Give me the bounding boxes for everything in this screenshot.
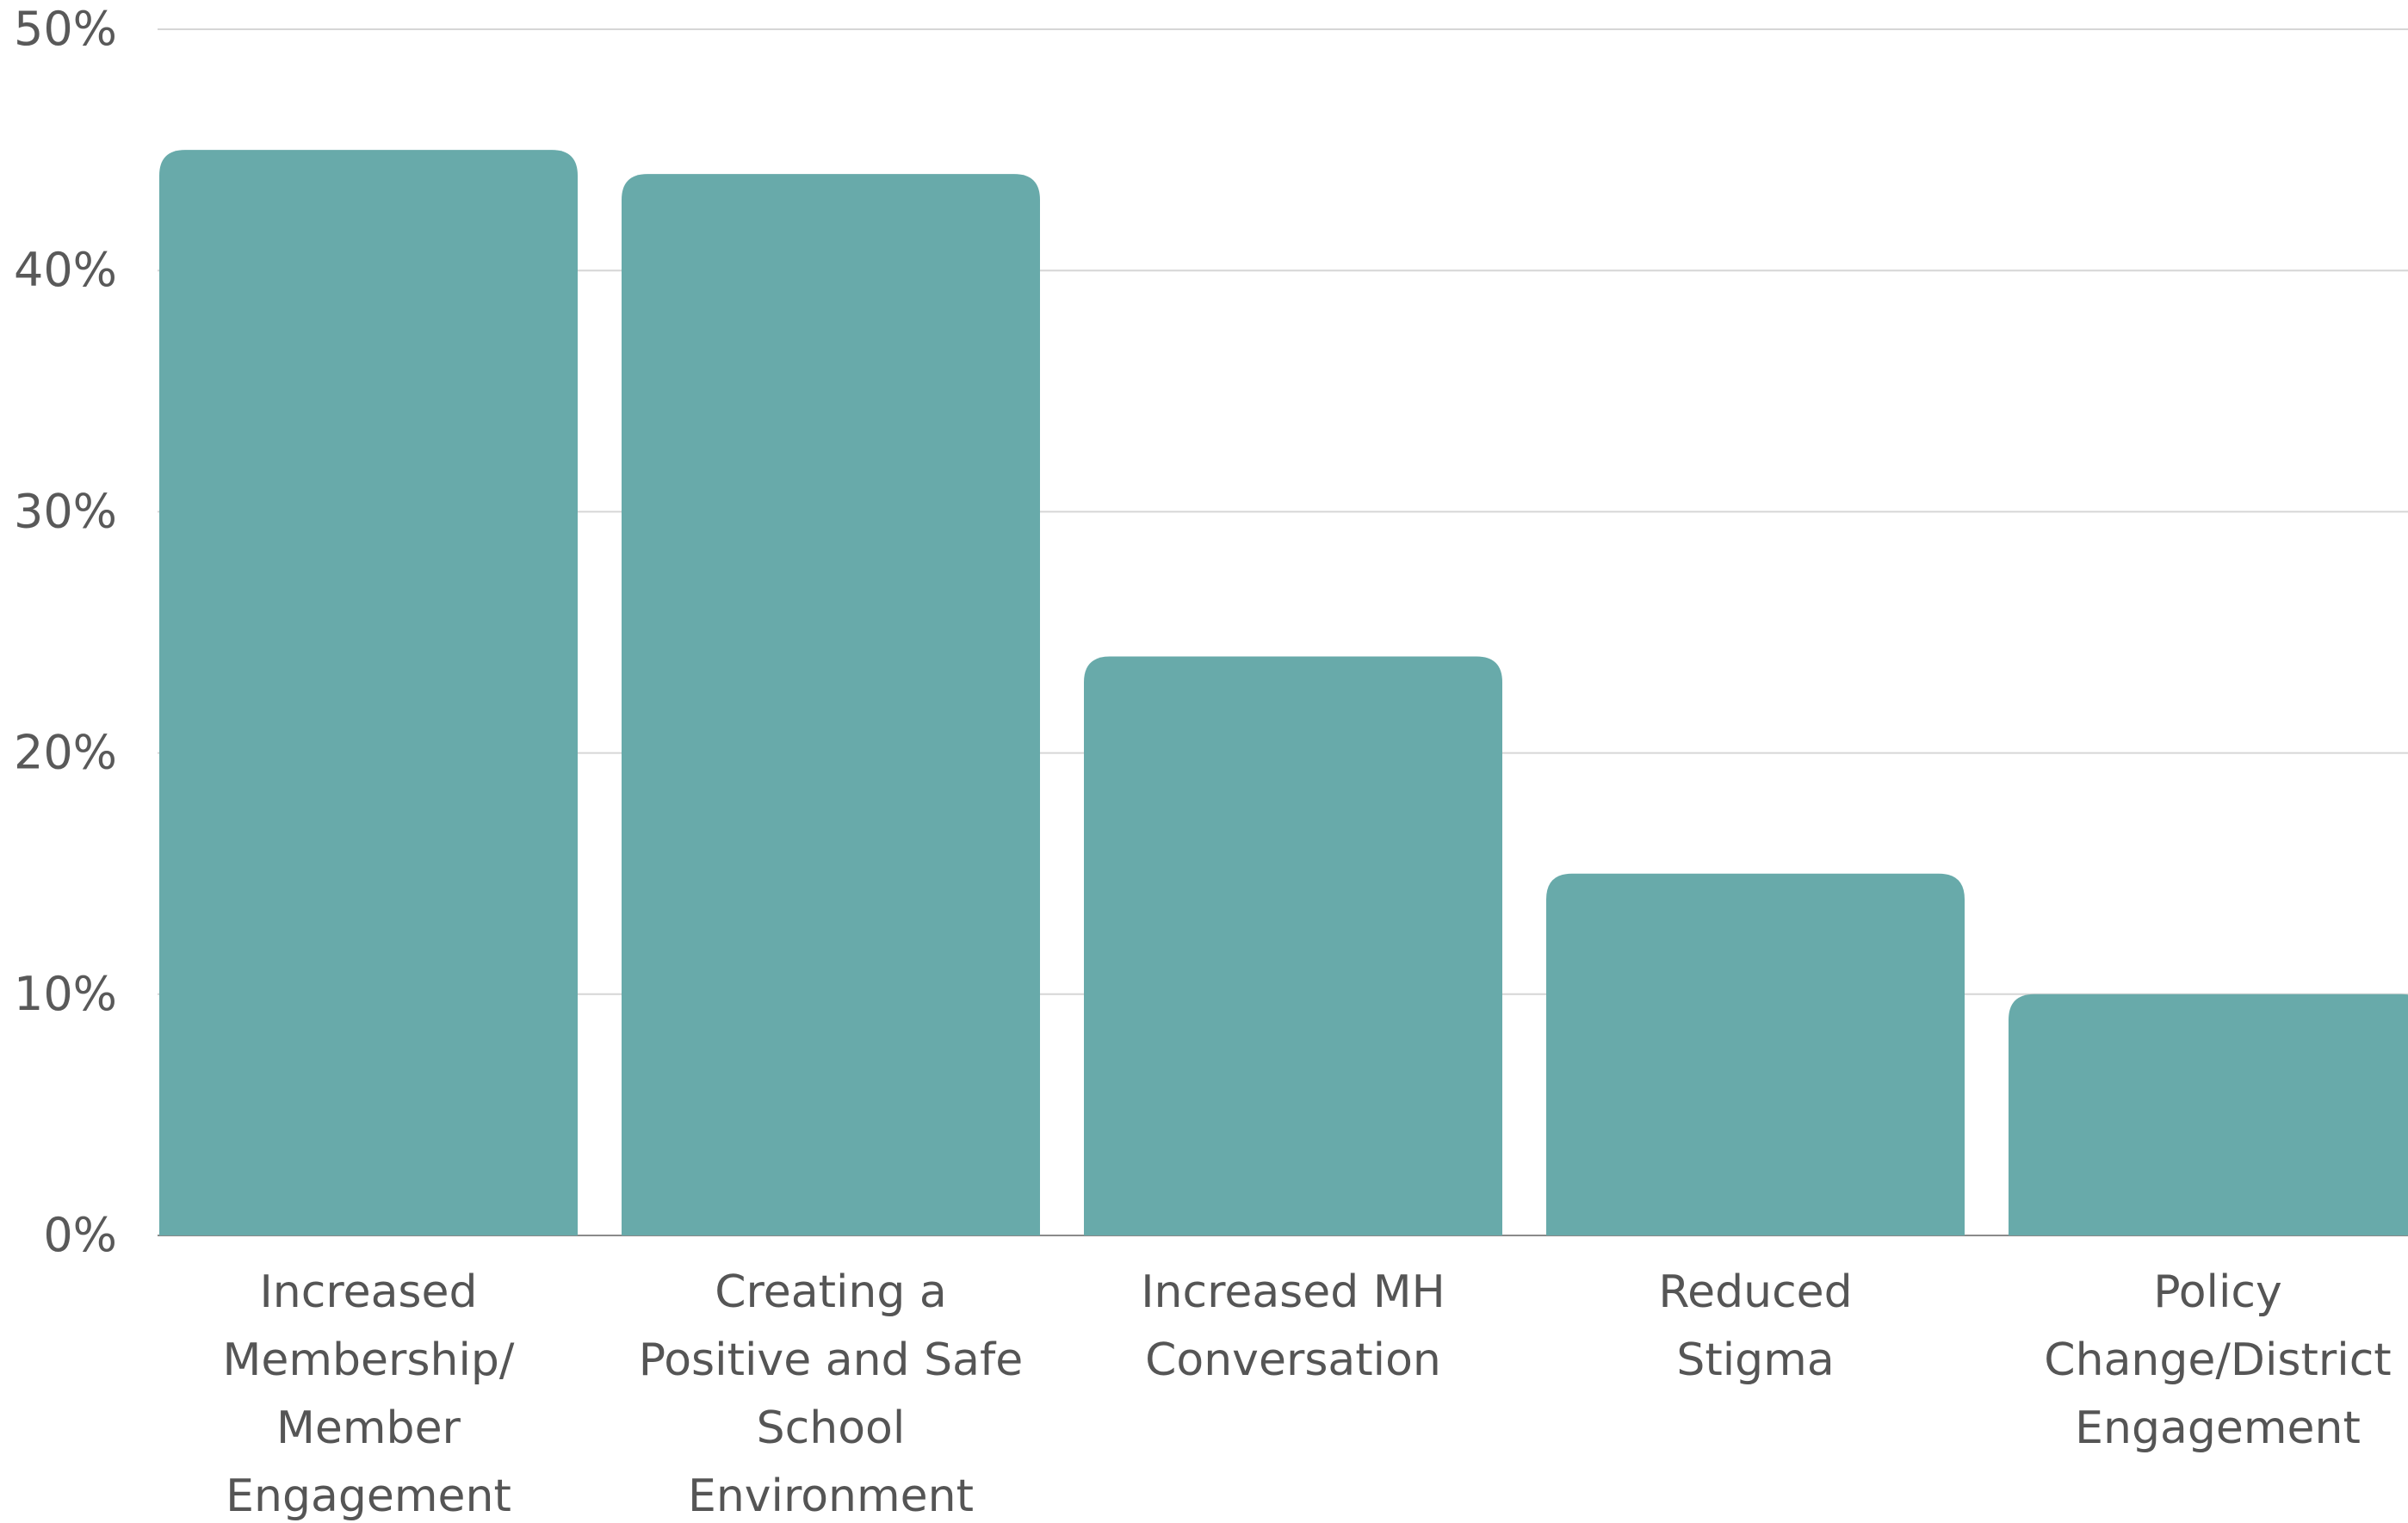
y-tick-label-50: 50% — [14, 2, 117, 56]
x-category-label-3-line-1: Increased MH — [1141, 1266, 1445, 1318]
x-category-label-1-line-4: Engagement — [226, 1470, 511, 1522]
y-tick-label-0: 0% — [43, 1208, 117, 1262]
x-category-label-2-line-2: Positive and Safe — [639, 1334, 1024, 1386]
x-category-label-4-line-1: Reduced — [1658, 1266, 1852, 1318]
x-category-label-2-line-3: School — [757, 1402, 906, 1454]
bars — [159, 150, 2408, 1236]
x-category-label-5-line-2: Change/District — [2044, 1334, 2391, 1386]
bar-2 — [622, 174, 1040, 1235]
y-tick-label-20: 20% — [14, 726, 117, 780]
x-category-label-1-line-2: Membership/ — [223, 1334, 515, 1386]
x-category-label-3-line-2: Conversation — [1145, 1334, 1441, 1386]
x-category-label-4: Reduced Stigma — [1658, 1266, 1852, 1386]
x-category-label-4-line-2: Stigma — [1676, 1334, 1834, 1386]
x-category-label-5: Policy Change/District Engagement — [2044, 1266, 2391, 1454]
bar-1 — [159, 150, 578, 1236]
x-category-label-5-line-3: Engagement — [2075, 1402, 2361, 1454]
x-category-label-2-line-4: Environment — [688, 1470, 974, 1522]
bar-5 — [2009, 994, 2408, 1235]
x-category-label-1-line-3: Member — [276, 1402, 461, 1454]
x-category-label-3: Increased MH Conversation — [1141, 1266, 1445, 1386]
y-tick-label-40: 40% — [14, 243, 117, 297]
bar-3 — [1084, 656, 1502, 1235]
x-category-label-2: Creating a Positive and Safe School Environ… — [639, 1266, 1024, 1522]
y-tick-label-30: 30% — [14, 484, 117, 538]
bar-4 — [1546, 873, 1965, 1235]
x-category-label-2-line-1: Creating a — [715, 1266, 947, 1318]
x-axis-category-labels: Increased Membership/Member Engagement Crea… — [223, 1266, 2392, 1522]
x-category-label-5-line-1: Policy — [2153, 1266, 2282, 1318]
x-category-label-1-line-1: Increased — [259, 1266, 477, 1318]
y-axis-tick-labels: 0% 10% 20% 30% 40% 50% — [14, 2, 117, 1262]
y-tick-label-10: 10% — [14, 967, 117, 1021]
x-category-label-1: Increased Membership/Member Engagement — [223, 1266, 515, 1522]
